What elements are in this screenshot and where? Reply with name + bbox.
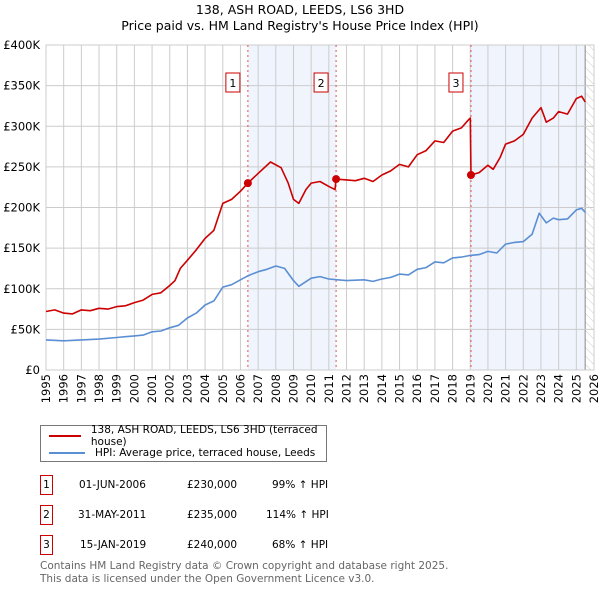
x-tick-label: 2004 bbox=[198, 374, 212, 403]
sale-price: £240,000 bbox=[187, 539, 238, 551]
legend-swatch-red bbox=[49, 435, 81, 437]
legend-item-property: 138, ASH ROAD, LEEDS, LS6 3HD (terraced … bbox=[49, 424, 326, 448]
sale-marker-badge: 2 bbox=[40, 505, 53, 525]
x-tick-label: 2001 bbox=[145, 374, 159, 403]
x-tick-label: 2008 bbox=[269, 374, 283, 403]
x-tick-label: 2025 bbox=[569, 374, 583, 403]
x-tick-label: 2009 bbox=[286, 374, 300, 403]
sale-row: 2 31-MAY-2011 £235,000 114% ↑ HPI bbox=[40, 505, 380, 525]
x-tick-label: 2026 bbox=[587, 374, 600, 403]
x-tick-label: 2016 bbox=[410, 374, 424, 403]
footer-licence: This data is licensed under the Open Gov… bbox=[40, 572, 375, 585]
x-tick-label: 2005 bbox=[216, 374, 230, 403]
y-tick-label: £0 bbox=[25, 363, 40, 377]
plot-area: 1995 1996 1997 1998 1999 2000 2001 2002 2003 2004… bbox=[3, 38, 600, 403]
sale-label-box bbox=[225, 72, 241, 93]
x-tick-label: 2018 bbox=[446, 374, 460, 403]
sale-date: 01-JUN-2006 bbox=[79, 479, 146, 491]
y-tick-label: £250K bbox=[3, 160, 40, 174]
y-tick-label: £300K bbox=[3, 119, 40, 133]
sale-hpi: 68% ↑ HPI bbox=[272, 539, 329, 551]
x-tick-label: 2012 bbox=[340, 374, 354, 403]
sale-date: 31-MAY-2011 bbox=[78, 509, 147, 521]
sale-label-box bbox=[448, 72, 464, 93]
x-tick-label: 2000 bbox=[127, 374, 141, 403]
series-line bbox=[45, 95, 586, 315]
x-tick-label: 1998 bbox=[92, 374, 106, 403]
x-tick-label: 2007 bbox=[251, 374, 265, 403]
y-tick-label: £350K bbox=[3, 79, 40, 93]
sale-price: £235,000 bbox=[187, 509, 238, 521]
sale-label: 1 bbox=[229, 77, 236, 90]
x-tick-label: 2020 bbox=[481, 374, 495, 403]
plot-frame bbox=[45, 44, 595, 371]
sale-row: 3 15-JAN-2019 £240,000 68% ↑ HPI bbox=[40, 535, 380, 555]
chart-subtitle: Price paid vs. HM Land Registry's House … bbox=[121, 18, 479, 33]
x-tick-label: 2015 bbox=[393, 374, 407, 403]
x-tick-label: 2017 bbox=[428, 374, 442, 403]
x-tick-label: 2006 bbox=[233, 374, 247, 403]
sale-marker-badge: 3 bbox=[40, 535, 53, 555]
sale-date: 15-JAN-2019 bbox=[80, 539, 147, 551]
x-tick-label: 2014 bbox=[375, 374, 389, 403]
y-tick-label: £200K bbox=[3, 201, 40, 215]
legend-swatch-blue bbox=[49, 452, 85, 454]
x-tick-label: 2013 bbox=[357, 374, 371, 403]
sale-point bbox=[466, 171, 475, 179]
x-tick-label: 2024 bbox=[552, 374, 566, 403]
x-tick-label: 1999 bbox=[110, 374, 124, 403]
chart-title: 138, ASH ROAD, LEEDS, LS6 3HD bbox=[195, 2, 405, 17]
footer: Contains HM Land Registry data © Crown c… bbox=[40, 560, 448, 585]
sale-price: £230,000 bbox=[187, 479, 238, 491]
x-tick-label: 2022 bbox=[516, 374, 530, 403]
y-tick-label: £400K bbox=[3, 38, 40, 52]
legend-item-hpi: HPI: Average price, terraced house, Leed… bbox=[49, 446, 315, 460]
series-line bbox=[45, 207, 586, 342]
x-tick-label: 2023 bbox=[534, 374, 548, 403]
sale-marker-badge: 1 bbox=[40, 475, 53, 495]
sale-label-box bbox=[313, 72, 329, 93]
x-tick-label: 2003 bbox=[180, 374, 194, 403]
x-tick-label: 2019 bbox=[463, 374, 477, 403]
sale-label: 2 bbox=[318, 77, 325, 90]
y-tick-label: £50K bbox=[11, 322, 41, 336]
x-tick-label: 1996 bbox=[57, 374, 71, 403]
sale-row: 1 01-JUN-2006 £230,000 99% ↑ HPI bbox=[40, 475, 380, 495]
sale-point bbox=[332, 175, 341, 184]
legend-label: 138, ASH ROAD, LEEDS, LS6 3HD (terraced … bbox=[90, 424, 318, 448]
legend: 138, ASH ROAD, LEEDS, LS6 3HD (terraced … bbox=[40, 424, 327, 462]
x-tick-label: 2021 bbox=[499, 374, 513, 403]
y-tick-label: £150K bbox=[3, 241, 40, 255]
x-tick-label: 1995 bbox=[39, 374, 53, 403]
x-tick-label: 2002 bbox=[163, 374, 177, 403]
sale-hpi: 114% ↑ HPI bbox=[266, 509, 329, 521]
x-tick-label: 2011 bbox=[322, 374, 336, 403]
x-tick-label: 1997 bbox=[74, 374, 88, 403]
y-tick-label: £100K bbox=[3, 282, 40, 296]
sale-point bbox=[243, 179, 252, 188]
sale-hpi: 99% ↑ HPI bbox=[272, 479, 329, 491]
x-tick-label: 2010 bbox=[304, 374, 318, 403]
footer-copyright: Contains HM Land Registry data © Crown c… bbox=[40, 560, 449, 572]
legend-label: HPI: Average price, terraced house, Leed… bbox=[95, 447, 316, 459]
sale-label: 3 bbox=[452, 77, 459, 90]
